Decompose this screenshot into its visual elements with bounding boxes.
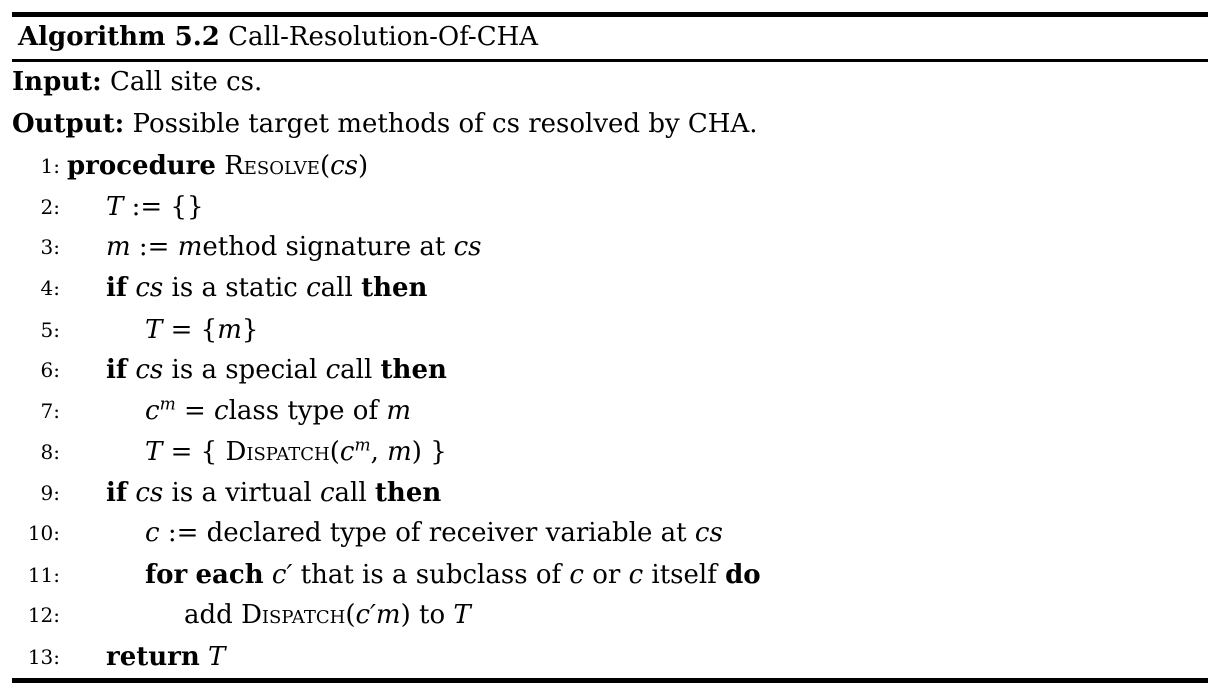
pseudocode-line: 6: if cs is a special call then [12,350,1192,390]
algorithm-title: Call-Resolution-Of-CHA [228,22,539,52]
line-number: 11: [27,563,60,587]
pseudocode-line: 5: T = {m} [12,310,1192,350]
output-spec: Output: Possible target methods of cs re… [12,108,758,140]
pseudocode-line: 7: cm = class type of m [12,391,1192,431]
line-number: 13: [27,645,60,669]
line-number: 5: [40,318,60,342]
pseudocode-line: 12: add Dispatch(c′m) to T [12,595,1192,635]
pseudocode-line: 8: T = { Dispatch(cm, m) } [12,432,1192,472]
line-number: 6: [40,358,60,382]
pseudocode-line: 9: if cs is a virtual call then [12,473,1192,513]
input-spec: Input: Call site cs. [12,66,262,98]
line-code: return T [106,642,226,672]
line-number: 2: [40,195,60,219]
line-code: add Dispatch(c′m) to T [184,600,471,630]
bottom-rule [12,678,1208,683]
line-number: 3: [40,235,60,259]
algorithm-block: Algorithm 5.2 Call-Resolution-Of-CHA Inp… [12,12,1208,684]
pseudocode-line: 2: T := {} [12,187,1192,227]
pseudocode-line: 3: m := method signature at cs [12,227,1192,267]
line-code: m := method signature at cs [106,232,482,262]
pseudocode-line: 10: c := declared type of receiver variab… [12,513,1192,553]
pseudocode-line: 1: procedure Resolve(cs) [12,146,1192,186]
line-number: 8: [40,440,60,464]
pseudocode-line: 13: return T [12,637,1192,677]
line-code: if cs is a virtual call then [106,478,442,508]
line-number: 9: [40,481,60,505]
line-code: if cs is a special call then [106,355,447,385]
input-label: Input: [12,67,102,97]
line-number: 1: [40,154,60,178]
caption-rule [12,59,1208,62]
line-number: 4: [40,276,60,300]
top-rule [12,12,1208,17]
line-number: 7: [40,399,60,423]
line-code: for each c′ that is a subclass of c or c… [145,560,761,590]
line-number: 12: [27,603,60,627]
line-code: cm = class type of m [145,394,411,426]
pseudocode-line: 11: for each c′ that is a subclass of c o… [12,555,1192,595]
algorithm-caption: Algorithm 5.2 Call-Resolution-Of-CHA [18,21,538,53]
pseudocode-line: 4: if cs is a static call then [12,268,1192,308]
input-text: Call site cs. [110,67,263,97]
line-code: procedure Resolve(cs) [67,151,369,181]
output-label: Output: [12,109,125,139]
line-code: T = { Dispatch(cm, m) } [145,435,447,467]
output-text: Possible target methods of cs resolved b… [132,109,758,139]
algorithm-number: Algorithm 5.2 [18,22,220,52]
line-code: T := {} [106,192,204,222]
line-code: if cs is a static call then [106,273,428,303]
line-number: 10: [27,521,60,545]
line-code: T = {m} [145,315,259,345]
line-code: c := declared type of receiver variable … [145,518,723,548]
